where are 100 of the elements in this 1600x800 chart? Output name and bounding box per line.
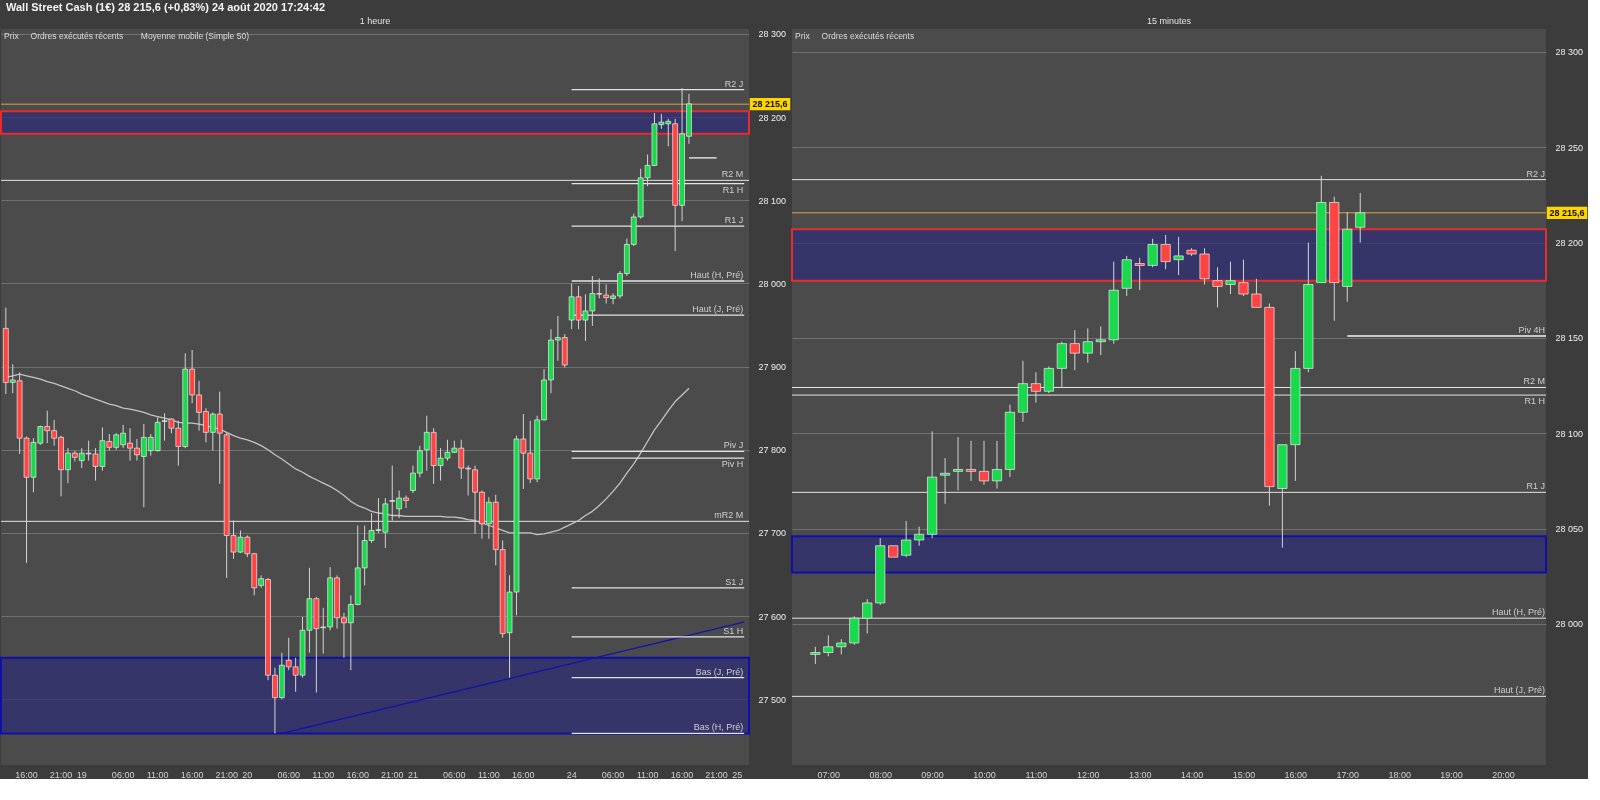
x-tick-label: 21	[407, 769, 418, 780]
series-label: Piv H	[721, 459, 744, 470]
series-label: Haut (H, Pré)	[690, 269, 744, 280]
x-tick-label: 13:00	[1128, 769, 1152, 780]
x-tick-label: 21:00	[49, 769, 73, 780]
y-tick-label: 28 050	[1555, 524, 1584, 535]
x-tick-label: 16:00	[670, 769, 694, 780]
candlestick	[1173, 236, 1184, 276]
y-tick-label: 28 000	[1555, 619, 1584, 630]
x-tick-label: 09:00	[921, 769, 944, 780]
x-tick-label: 16:00	[180, 769, 204, 780]
x-tick-label: 15:00	[1232, 769, 1256, 780]
x-tick-label: 20:00	[1492, 769, 1515, 780]
candlestick	[1082, 327, 1093, 364]
y-tick-label: 27 700	[758, 528, 787, 539]
x-tick-label: 25	[732, 769, 743, 780]
x-tick-label: 06:00	[111, 769, 135, 780]
candlestick	[1095, 325, 1106, 356]
x-tick-label: 18:00	[1388, 769, 1411, 780]
x-tick-label: 21:00	[705, 769, 728, 780]
y-tick-label: 28 300	[758, 29, 787, 40]
ref-line-label: 28 215,6	[752, 99, 788, 110]
series-label: Piv 4H	[1518, 324, 1545, 335]
series-label: Bas (J, Pré)	[695, 666, 744, 677]
annotation: Ordres exécutés récents	[30, 31, 124, 41]
y-tick-label: 28 250	[1555, 142, 1584, 153]
candlestick	[1134, 257, 1145, 291]
candlestick	[953, 436, 964, 491]
x-tick-label: 06:00	[443, 769, 466, 780]
series-label: S1 H	[723, 625, 744, 636]
x-tick-label: 06:00	[277, 769, 301, 780]
ref-line-label: Haut (J, Pré)	[1493, 685, 1545, 696]
y-tick-label: 28 300	[1555, 47, 1584, 58]
candlestick	[1212, 266, 1223, 308]
y-tick-label: 27 900	[758, 362, 787, 373]
chart-subtitle: 1 heure	[359, 16, 391, 26]
ref-line-label: R1 J	[1526, 481, 1545, 492]
ref-line-label: R2 M	[1523, 376, 1545, 387]
candlestick	[1251, 278, 1262, 308]
y-tick-label: 27 500	[758, 694, 787, 705]
ref-line-label: 28 215,6	[1549, 207, 1585, 218]
ref-line-label: R2 J	[1526, 168, 1545, 179]
candlestick	[1160, 234, 1171, 270]
x-tick-label: 11:00	[477, 769, 500, 780]
candlestick	[991, 440, 1002, 490]
chart-subtitle: 15 minutes	[1146, 16, 1192, 26]
series-label: Bas (H, Pré)	[693, 722, 744, 733]
x-tick-label: 19:00	[1440, 769, 1463, 780]
x-tick-label: 12:00	[1077, 769, 1100, 780]
candlestick	[978, 440, 990, 486]
x-tick-label: 20	[242, 769, 253, 780]
candlestick	[1355, 192, 1366, 244]
annotation: Moyenne mobile (Simple 50)	[140, 31, 250, 41]
series-label: R2 J	[724, 78, 744, 89]
ref-line-label: mR2 M	[714, 510, 744, 521]
chart-title: Wall Street Cash (1€) 28 215,6 (+0,83%) 24 août 2020 17:24:42	[6, 1, 326, 13]
x-tick-label: 14:00	[1180, 769, 1204, 780]
candlestick	[914, 526, 925, 547]
y-tick-label: 28 100	[758, 195, 787, 206]
annotation: Ordres exécutés récents	[821, 31, 915, 41]
candlestick	[1069, 329, 1080, 371]
x-tick-label: 16:00	[346, 769, 370, 780]
y-tick-label: 28 150	[1555, 333, 1584, 344]
annotation: Prix	[4, 31, 20, 41]
ref-line-label: R2 M	[721, 169, 744, 180]
x-tick-label: 08:00	[869, 769, 892, 780]
x-tick-label: 16:00	[512, 769, 535, 780]
x-tick-label: 11:00	[312, 769, 335, 780]
series-label: R1 J	[724, 215, 744, 226]
y-tick-label: 28 200	[1555, 238, 1584, 249]
y-tick-label: 28 200	[758, 112, 787, 123]
x-tick-label: 19	[76, 769, 87, 780]
candlestick	[1225, 261, 1236, 295]
ref-line-label: Haut (H, Pré)	[1491, 607, 1545, 618]
x-tick-label: 10:00	[973, 769, 996, 780]
series-label: Haut (J, Pré)	[692, 304, 744, 315]
candlestick	[901, 520, 912, 558]
x-tick-label: 11:00	[636, 769, 659, 780]
series-label: S1 J	[725, 576, 744, 587]
candlestick	[1238, 259, 1249, 297]
x-tick-label: 16:00	[15, 769, 38, 780]
x-tick-label: 06:00	[601, 769, 625, 780]
ref-line-label: R1 H	[1524, 396, 1545, 407]
series-label: Piv J	[723, 440, 744, 451]
candlestick	[1147, 238, 1158, 268]
x-tick-label: 16:00	[1284, 769, 1308, 780]
candlestick	[966, 440, 977, 482]
x-tick-label: 21:00	[380, 769, 404, 780]
series-label: R1 H	[722, 184, 744, 195]
x-tick-label: 07:00	[817, 769, 841, 780]
y-tick-label: 27 600	[758, 611, 787, 622]
x-tick-label: 24	[566, 769, 577, 780]
x-tick-label: 21:00	[215, 769, 238, 780]
y-tick-label: 28 100	[1555, 428, 1584, 439]
candlestick	[823, 634, 834, 657]
y-tick-label: 27 800	[758, 445, 787, 456]
x-tick-label: 11:00	[1025, 769, 1048, 780]
annotation: Prix	[795, 31, 811, 41]
x-tick-label: 17:00	[1336, 769, 1360, 780]
y-tick-label: 28 000	[758, 278, 787, 289]
